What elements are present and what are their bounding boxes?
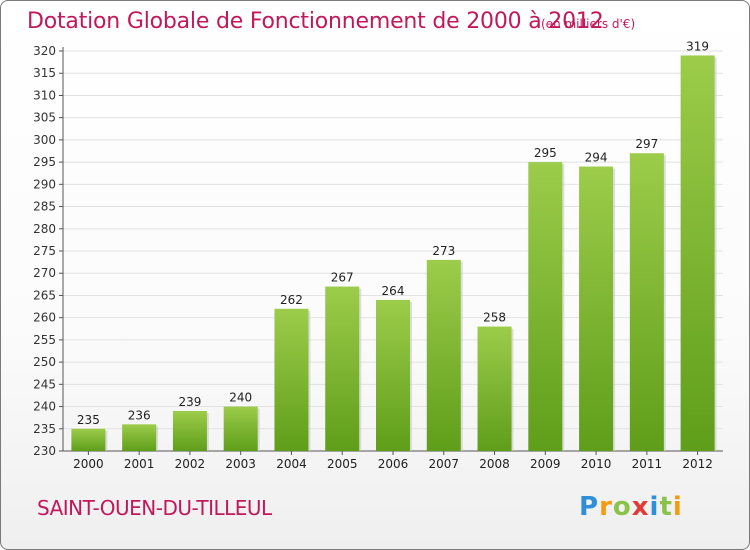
bar: [477, 326, 512, 451]
bar: [528, 162, 563, 451]
logo-letter: r: [599, 492, 613, 522]
y-tick-label: 320: [33, 44, 56, 58]
bar-value-label: 267: [331, 271, 354, 285]
y-tick-label: 310: [33, 88, 56, 102]
bar-value-label: 294: [585, 151, 608, 165]
logo-letter: t: [659, 492, 673, 522]
bar: [680, 55, 715, 451]
axis-layer: 230 235 240 245 250 255 260 265 270 275 280 285 290 2…: [33, 44, 723, 471]
y-tick-label: 315: [33, 66, 56, 80]
bar: [122, 424, 157, 451]
y-tick-label: 260: [33, 311, 56, 325]
logo-letter: i: [672, 492, 683, 522]
bar: [274, 308, 309, 451]
x-tick-label: 2005: [327, 457, 358, 471]
x-tick-label: 2007: [428, 457, 459, 471]
y-tick-label: 235: [33, 422, 56, 436]
y-tick-label: 255: [33, 333, 56, 347]
y-tick-label: 265: [33, 288, 56, 302]
bar-value-label: 264: [382, 284, 405, 298]
bar-layer: [71, 55, 717, 452]
y-tick-label: 295: [33, 155, 56, 169]
bar-value-label: 240: [229, 391, 252, 405]
bar-value-label: 236: [128, 408, 151, 422]
logo-letter: i: [649, 492, 660, 522]
bar: [223, 406, 258, 451]
x-tick-label: 2009: [530, 457, 561, 471]
x-tick-label: 2011: [632, 457, 663, 471]
x-tick-label: 2010: [581, 457, 612, 471]
y-tick-label: 230: [33, 444, 56, 458]
bar: [579, 166, 614, 452]
y-tick-label: 275: [33, 244, 56, 258]
x-tick-label: 2003: [225, 457, 256, 471]
bar: [426, 259, 461, 451]
x-tick-label: 2012: [682, 457, 713, 471]
x-tick-label: 2008: [479, 457, 510, 471]
bar-value-label: 295: [534, 146, 557, 160]
bar-value-label: 273: [432, 244, 455, 258]
x-tick-label: 2006: [378, 457, 409, 471]
bar-value-label: 235: [77, 413, 100, 427]
bar: [629, 153, 664, 451]
x-tick-label: 2001: [124, 457, 155, 471]
bar: [172, 411, 207, 451]
logo-letter: x: [631, 492, 650, 522]
logo-letter: P: [579, 492, 600, 522]
y-tick-label: 285: [33, 200, 56, 214]
x-tick-label: 2002: [175, 457, 206, 471]
logo-letter: o: [612, 492, 632, 522]
y-tick-label: 290: [33, 177, 56, 191]
y-tick-label: 240: [33, 400, 56, 414]
x-tick-label: 2000: [73, 457, 104, 471]
y-tick-label: 280: [33, 222, 56, 236]
bar-value-label: 297: [635, 137, 658, 151]
bar-value-label: 319: [686, 39, 709, 53]
x-tick-label: 2004: [276, 457, 307, 471]
chart-subtitle: (en milliers d'€): [541, 17, 636, 31]
y-tick-label: 270: [33, 266, 56, 280]
bar-value-label: 239: [178, 395, 201, 409]
y-tick-label: 250: [33, 355, 56, 369]
y-tick-label: 245: [33, 377, 56, 391]
bar: [325, 286, 360, 451]
chart-title: Dotation Globale de Fonctionnement de 20…: [27, 9, 604, 34]
y-tick-label: 305: [33, 111, 56, 125]
place-name: SAINT-OUEN-DU-TILLEUL: [37, 496, 272, 520]
bar: [71, 428, 106, 451]
bar-value-label: 262: [280, 293, 303, 307]
bar: [376, 299, 410, 451]
y-tick-label: 300: [33, 133, 56, 147]
label-layer: 235 236 239 240 262 267 264 273 258 295 294 297 319: [77, 39, 709, 426]
bar-value-label: 258: [483, 311, 506, 325]
